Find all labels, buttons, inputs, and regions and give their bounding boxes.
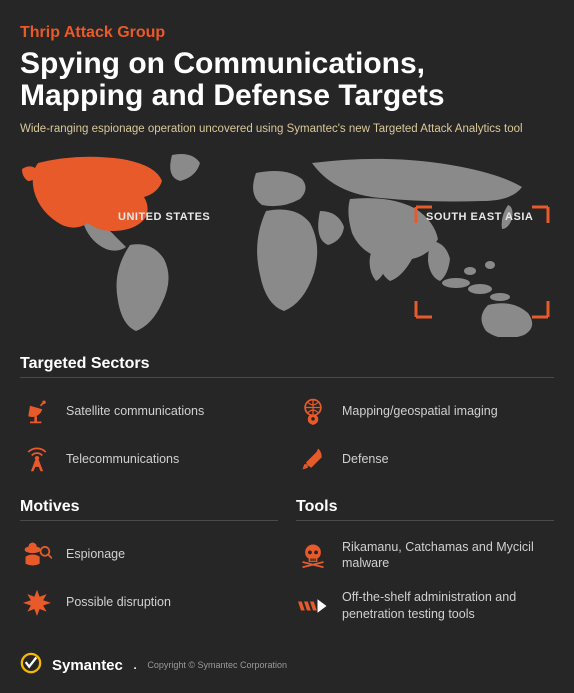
item-label: Rikamanu, Catchamas and Mycicil malware — [342, 539, 554, 572]
section-title-motives: Motives — [20, 498, 278, 516]
targeted-grid: Satellite communications Mapping/geospat… — [20, 390, 554, 486]
motives-item: Espionage — [20, 533, 278, 581]
skull-icon — [298, 540, 328, 570]
tools-item: Rikamanu, Catchamas and Mycicil malware — [296, 533, 554, 584]
symantec-logo-icon — [20, 652, 42, 679]
section-title-tools: Tools — [296, 498, 554, 516]
radio-tower-icon — [22, 444, 52, 474]
missile-icon — [298, 444, 328, 474]
copyright: Copyright © Symantec Corporation — [147, 660, 287, 670]
section-title-targeted: Targeted Sectors — [20, 355, 554, 373]
map-label-sea: SOUTH EAST ASIA — [426, 211, 533, 223]
satellite-dish-icon — [22, 396, 52, 426]
footer-brand: Symantec — [52, 657, 123, 674]
motives-item: Possible disruption — [20, 581, 278, 629]
targeted-item: Satellite communications — [20, 390, 278, 438]
item-label: Off-the-shelf administration and penetra… — [342, 589, 554, 622]
motives-col: Motives Espionage Possible disruption — [20, 492, 278, 634]
eyebrow: Thrip Attack Group — [20, 24, 554, 42]
headline: Spying on Communications, Mapping and De… — [20, 48, 554, 113]
stripes-arrow-icon — [298, 591, 328, 621]
subhead: Wide-ranging espionage operation uncover… — [20, 123, 554, 135]
headline-line2: Mapping and Defense Targets — [20, 79, 445, 112]
map-label-usa: UNITED STATES — [118, 211, 210, 223]
item-label: Possible disruption — [66, 594, 171, 610]
item-label: Mapping/geospatial imaging — [342, 403, 498, 419]
world-map: UNITED STATES SOUTH EAST ASIA — [20, 149, 554, 337]
globe-pin-icon — [298, 396, 328, 426]
divider — [20, 520, 278, 521]
item-label: Defense — [342, 451, 389, 467]
item-label: Espionage — [66, 546, 125, 562]
footer: Symantec . Copyright © Symantec Corporat… — [20, 652, 554, 679]
item-label: Satellite communications — [66, 403, 204, 419]
targeted-item: Defense — [296, 438, 554, 486]
targeted-item: Mapping/geospatial imaging — [296, 390, 554, 438]
spy-icon — [22, 539, 52, 569]
divider — [20, 377, 554, 378]
tools-item: Off-the-shelf administration and penetra… — [296, 583, 554, 634]
targeted-item: Telecommunications — [20, 438, 278, 486]
infographic-root: Thrip Attack Group Spying on Communicati… — [0, 0, 574, 693]
tools-col: Tools Rikamanu, Catchamas and Mycicil ma… — [296, 492, 554, 634]
motives-tools-row: Motives Espionage Possible disruption To… — [20, 492, 554, 634]
explosion-icon — [22, 587, 52, 617]
item-label: Telecommunications — [66, 451, 179, 467]
divider — [296, 520, 554, 521]
headline-line1: Spying on Communications, — [20, 47, 425, 80]
